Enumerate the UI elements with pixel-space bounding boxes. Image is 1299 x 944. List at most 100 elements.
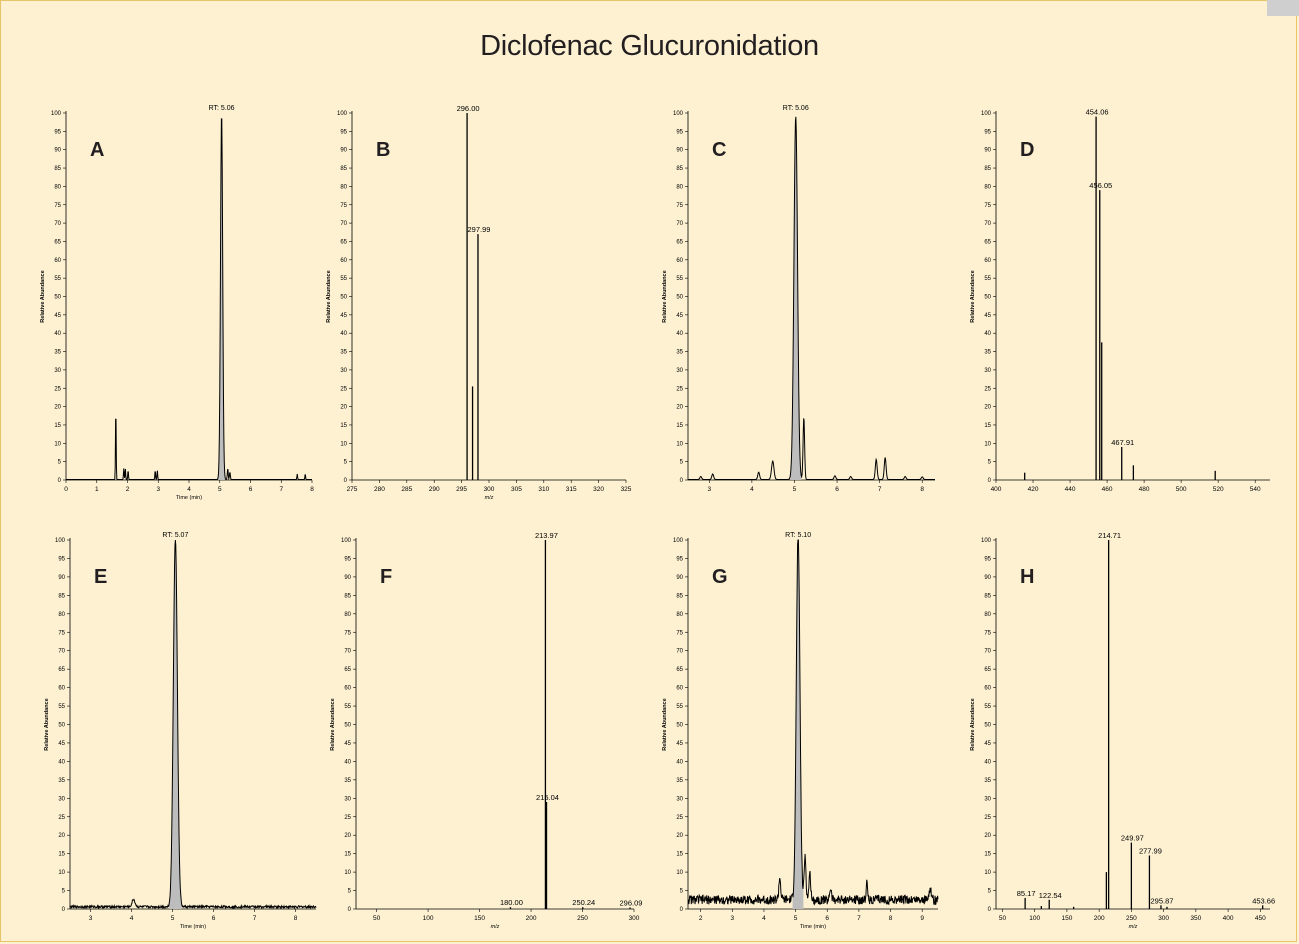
x-tick-label: 7 (253, 915, 257, 922)
x-tick-label: 460 (1102, 486, 1113, 493)
y-tick-label: 40 (54, 331, 61, 337)
y-tick-label: 20 (58, 833, 65, 839)
x-tick-label: 540 (1250, 486, 1261, 493)
x-axis-label: m/z (1129, 924, 1138, 930)
y-tick-label: 25 (344, 815, 351, 821)
y-tick-label: 90 (984, 575, 991, 581)
y-tick-label: 40 (58, 759, 65, 765)
y-tick-label: 85 (344, 593, 351, 599)
y-tick-label: 100 (981, 111, 992, 117)
y-tick-label: 30 (676, 368, 683, 374)
y-tick-label: 35 (54, 350, 61, 356)
x-tick-label: 3 (156, 486, 160, 493)
peak-mz-label: 215.04 (536, 793, 559, 802)
chart-panel-a: 0510152025303540455055606570758085909510… (40, 105, 314, 501)
chromatogram-trace (688, 116, 935, 480)
y-tick-label: 40 (984, 759, 991, 765)
y-tick-label: 35 (676, 350, 683, 356)
y-tick-label: 100 (51, 111, 62, 117)
y-tick-label: 25 (984, 386, 991, 392)
y-tick-label: 55 (340, 276, 347, 282)
y-tick-label: 70 (344, 649, 351, 655)
peak-mz-label: 295.87 (1150, 896, 1173, 905)
panel-label: F (380, 566, 392, 588)
y-tick-label: 65 (676, 667, 683, 673)
x-tick-label: 200 (526, 915, 537, 922)
y-tick-label: 80 (54, 184, 61, 190)
y-tick-label: 80 (676, 612, 683, 618)
y-tick-label: 5 (344, 460, 348, 466)
y-tick-label: 15 (54, 423, 61, 429)
peak-mz-label: 180.00 (500, 898, 523, 907)
peak-mz-label: 296.09 (619, 899, 642, 908)
y-tick-label: 85 (676, 166, 683, 172)
y-tick-label: 20 (676, 405, 683, 411)
y-tick-label: 70 (340, 221, 347, 227)
x-tick-label: 315 (566, 486, 577, 493)
y-tick-label: 0 (344, 478, 348, 484)
y-tick-label: 65 (984, 667, 991, 673)
chart-panel-c: 0510152025303540455055606570758085909510… (662, 105, 935, 493)
x-tick-label: 325 (621, 486, 632, 493)
y-tick-label: 55 (344, 704, 351, 710)
chart-panel-b: 0 5 10 15 20 25 30 35 40 45 50 55 60 65 70 75 80 85 90 95 10… (326, 104, 632, 501)
chart-panel-e: 0510152025303540455055606570758085909510… (44, 532, 317, 930)
y-tick-label: 35 (344, 778, 351, 784)
x-tick-label: 5 (171, 915, 175, 922)
y-tick-label: 15 (984, 423, 991, 429)
y-tick-label: 85 (676, 593, 683, 599)
y-tick-label: 65 (984, 239, 991, 245)
y-tick-label: 70 (58, 649, 65, 655)
y-tick-label: 15 (676, 423, 683, 429)
panel-label: A (90, 139, 104, 161)
y-tick-label: 20 (984, 833, 991, 839)
y-tick-label: 15 (984, 852, 991, 858)
y-tick-label: 60 (58, 686, 65, 692)
x-tick-label: 250 (1126, 915, 1137, 922)
x-tick-label: 4 (750, 486, 754, 493)
y-tick-label: 100 (673, 111, 684, 117)
x-tick-label: 3 (730, 915, 734, 922)
x-tick-label: 5 (793, 486, 797, 493)
y-tick-label: 55 (984, 704, 991, 710)
peak-mz-label: 454.06 (1086, 108, 1109, 117)
y-tick-label: 70 (984, 649, 991, 655)
y-tick-label: 85 (340, 166, 347, 172)
y-tick-label: 30 (984, 368, 991, 374)
peak-mz-label: 277.99 (1139, 846, 1162, 855)
x-axis-label: Time (min) (176, 495, 202, 501)
chromatogram-trace (69, 539, 317, 910)
y-tick-label: 30 (340, 368, 347, 374)
peak-mz-label: 85.17 (1017, 889, 1036, 898)
y-tick-label: 60 (676, 258, 683, 264)
y-tick-label: 75 (54, 203, 61, 209)
y-tick-label: 15 (340, 423, 347, 429)
peak-mz-label: 122.54 (1039, 891, 1062, 900)
y-tick-label: 10 (340, 441, 347, 447)
x-tick-label: 7 (878, 486, 882, 493)
y-tick-label: 75 (676, 203, 683, 209)
x-tick-label: 420 (1028, 486, 1039, 493)
y-tick-label: 0 (62, 907, 66, 913)
y-tick-label: 90 (54, 148, 61, 154)
y-tick-label: 40 (344, 759, 351, 765)
y-tick-label: 75 (344, 630, 351, 636)
panel-label: E (94, 566, 107, 588)
x-tick-label: 305 (511, 486, 522, 493)
panel-label: B (376, 139, 390, 161)
y-tick-label: 20 (676, 833, 683, 839)
panel-label: G (712, 566, 728, 588)
y-tick-label: 75 (58, 630, 65, 636)
y-tick-label: 45 (984, 741, 991, 747)
y-tick-label: 50 (676, 295, 683, 301)
y-tick-label: 10 (54, 441, 61, 447)
y-tick-label: 90 (676, 575, 683, 581)
x-tick-label: 1 (95, 486, 99, 493)
y-tick-label: 40 (984, 331, 991, 337)
y-tick-label: 65 (54, 239, 61, 245)
y-tick-label: 0 (58, 478, 62, 484)
y-tick-label: 70 (676, 649, 683, 655)
y-tick-label: 95 (984, 556, 991, 562)
peak-mz-label: 213.97 (535, 531, 558, 540)
y-tick-label: 30 (58, 796, 65, 802)
